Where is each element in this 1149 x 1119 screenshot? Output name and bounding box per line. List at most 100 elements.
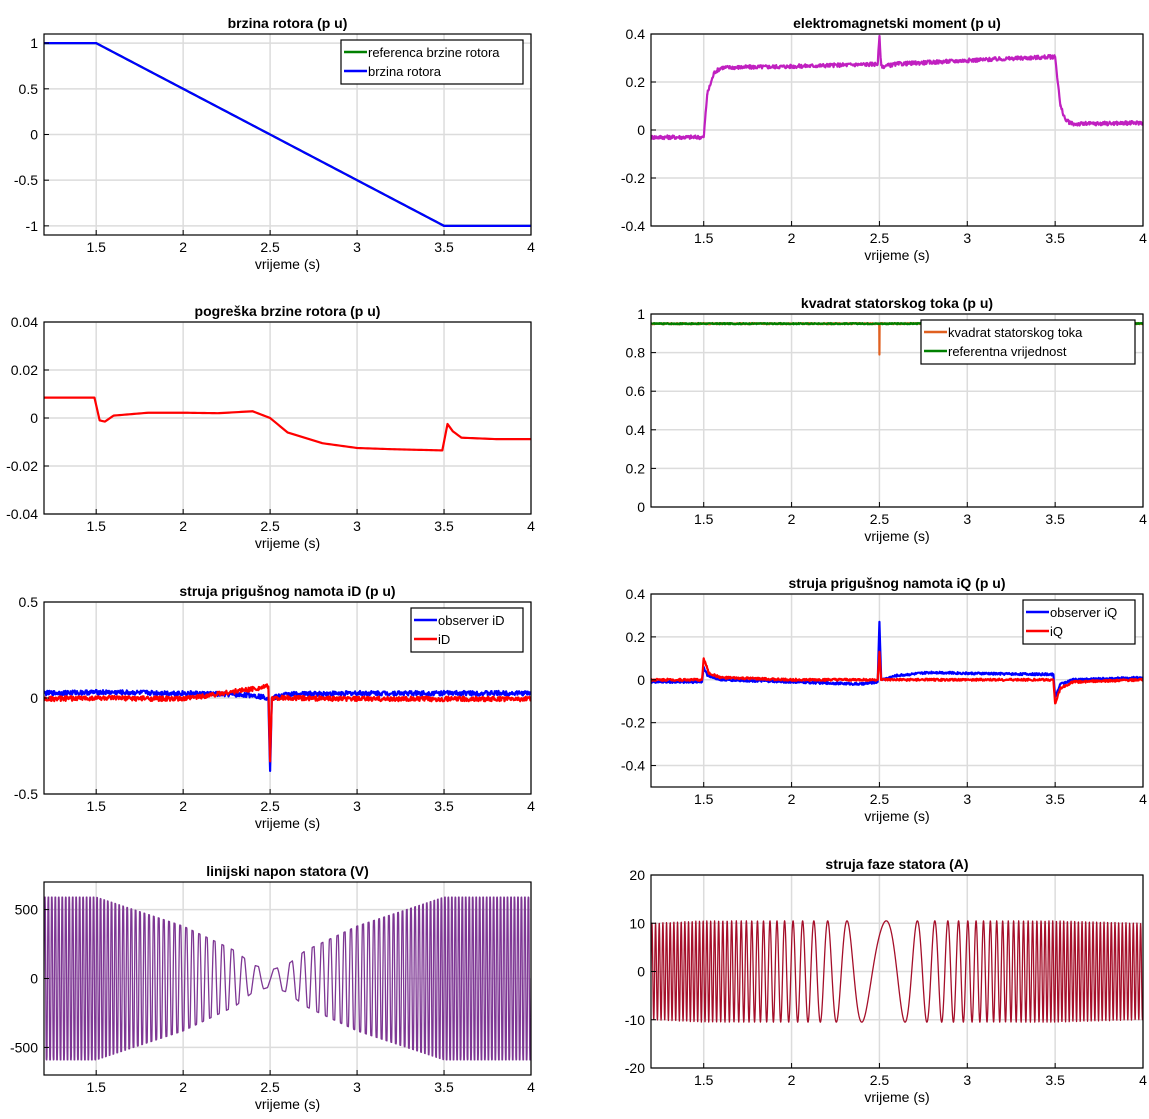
y-tick-label: 0.04: [11, 314, 38, 330]
chart-5: 1.5 2 2.5 3 3.5 4 0.5 0 -0.5 struja prigušnog nam…: [14, 583, 535, 831]
y-tick-label: -500: [10, 1039, 38, 1055]
x-tick-label: 4: [527, 1079, 535, 1095]
x-tick-label: 2: [788, 230, 796, 246]
series-line-2: [651, 650, 1143, 705]
x-axis-label: vrijeme (s): [255, 256, 320, 272]
legend-label: observer iD: [438, 613, 504, 628]
legend-label: iQ: [1050, 624, 1063, 639]
x-tick-label: 3.5: [1045, 230, 1065, 246]
chart-title: struja prigušnog namota iQ (p u): [789, 575, 1006, 591]
legend-label: observer iQ: [1050, 605, 1117, 620]
x-tick-label: 2.5: [870, 511, 890, 527]
y-tick-label: -0.04: [6, 506, 38, 522]
series-line-1: [651, 620, 1143, 699]
x-tick-label: 3: [353, 518, 361, 534]
y-tick-label: 0: [30, 410, 38, 426]
chart-6: 1.5 2 2.5 3 3.5 4 0.4 0.2 0 -0.2 -0.4 struja priguš…: [621, 575, 1147, 824]
y-tick-label: 0.02: [11, 362, 38, 378]
y-tick-label: 500: [15, 902, 39, 918]
y-tick-label: -0.5: [14, 786, 38, 802]
chart-3: 1.5 2 2.5 3 3.5 4 0.04 0.02 0 -0.02 -0.04 pogreška …: [6, 303, 535, 551]
x-tick-label: 1.5: [694, 230, 714, 246]
x-tick-label: 3: [353, 798, 361, 814]
x-tick-label: 2: [179, 1079, 187, 1095]
x-tick-label: 2: [788, 511, 796, 527]
chart-title: pogreška brzine rotora (p u): [195, 303, 381, 319]
legend-box: [410, 607, 524, 653]
y-tick-label: 0.5: [19, 594, 39, 610]
x-tick-label: 2: [788, 791, 796, 807]
y-tick-label: 0: [637, 964, 645, 980]
x-tick-label: 2.5: [870, 1072, 890, 1088]
x-tick-label: 3: [963, 230, 971, 246]
x-tick-label: 1.5: [694, 1072, 714, 1088]
x-tick-label: 3: [963, 511, 971, 527]
x-tick-label: 1.5: [694, 791, 714, 807]
x-tick-label: 1.5: [86, 1079, 106, 1095]
x-axis-label: vrijeme (s): [255, 1096, 320, 1112]
legend: kvadrat statorskog toka referentna vrijed…: [920, 319, 1136, 365]
y-tick-label: 1: [637, 306, 645, 322]
x-tick-label: 2: [788, 1072, 796, 1088]
y-tick-label: 0.2: [626, 74, 646, 90]
legend-box: [1022, 599, 1136, 645]
x-tick-label: 2: [179, 798, 187, 814]
x-tick-label: 2.5: [260, 1079, 280, 1095]
y-tick-label: -0.4: [621, 218, 645, 234]
series-line-1: [44, 688, 531, 773]
y-tick-label: 10: [629, 915, 645, 931]
y-tick-label: 0: [30, 690, 38, 706]
x-axis-label: vrijeme (s): [864, 528, 929, 544]
y-tick-label: 0.8: [626, 345, 646, 361]
series-line-2: [44, 683, 531, 763]
chart-2: 1.5 2 2.5 3 3.5 4 0.4 0.2 0 -0.2 -0.4 elektromagnet…: [621, 15, 1147, 263]
x-tick-label: 2: [179, 518, 187, 534]
x-tick-label: 3.5: [434, 518, 454, 534]
legend: referenca brzine rotora brzina rotora: [340, 39, 524, 85]
x-tick-label: 3: [353, 1079, 361, 1095]
y-tick-label: -0.02: [6, 458, 38, 474]
series-line-2: [44, 42, 531, 227]
x-tick-label: 4: [527, 239, 535, 255]
x-axis-label: vrijeme (s): [864, 808, 929, 824]
y-tick-label: 1: [30, 35, 38, 51]
x-axis-label: vrijeme (s): [255, 815, 320, 831]
chart-4: 1.5 2 2.5 3 3.5 4 1 0.8 0.6 0.4 0.2 0 kvadrat stator…: [626, 295, 1148, 544]
y-tick-label: 0: [637, 499, 645, 515]
y-tick-label: 0.6: [626, 383, 646, 399]
x-tick-label: 2.5: [870, 230, 890, 246]
y-tick-label: -0.4: [621, 758, 645, 774]
y-tick-label: 0.4: [626, 26, 646, 42]
x-tick-label: 3.5: [434, 1079, 454, 1095]
y-tick-label: 0.2: [626, 460, 646, 476]
x-tick-label: 4: [1139, 791, 1147, 807]
series-line-1: [651, 34, 1143, 141]
chart-title: struja faze statora (A): [825, 856, 968, 872]
chart-1: 1.5 2 2.5 3 3.5 4 1 0.5 0 -0.5 -1 brzina rotora (p …: [14, 15, 535, 272]
x-tick-label: 2: [179, 239, 187, 255]
y-tick-label: 0.4: [626, 586, 646, 602]
legend-label: kvadrat statorskog toka: [948, 325, 1083, 340]
legend-label: referenca brzine rotora: [368, 45, 500, 60]
x-tick-label: 1.5: [86, 239, 106, 255]
y-tick-label: -0.2: [621, 170, 645, 186]
y-tick-label: -0.2: [621, 715, 645, 731]
legend: observer iQ iQ: [1022, 599, 1136, 645]
x-tick-label: 2.5: [260, 518, 280, 534]
x-tick-label: 1.5: [694, 511, 714, 527]
y-tick-label: 0.5: [19, 81, 39, 97]
x-tick-label: 3.5: [434, 239, 454, 255]
x-tick-label: 3.5: [1045, 511, 1065, 527]
series-line-1: [651, 920, 1143, 1023]
x-axis-label: vrijeme (s): [255, 535, 320, 551]
series-line-1: [44, 896, 531, 1061]
legend-label: brzina rotora: [368, 64, 442, 79]
x-tick-label: 3: [963, 791, 971, 807]
chart-title: struja prigušnog namota iD (p u): [179, 583, 395, 599]
x-tick-label: 2.5: [260, 798, 280, 814]
x-tick-label: 3: [963, 1072, 971, 1088]
y-tick-label: 0: [30, 127, 38, 143]
x-tick-label: 2.5: [870, 791, 890, 807]
axes-box: [650, 313, 1144, 508]
